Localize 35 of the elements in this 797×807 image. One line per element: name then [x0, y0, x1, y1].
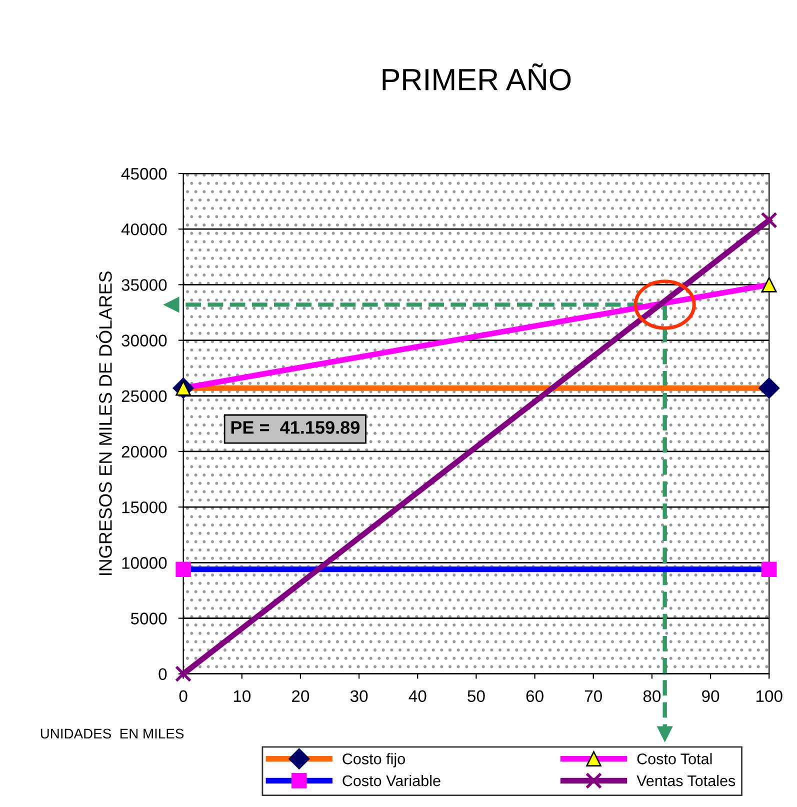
legend-label: Costo Variable: [342, 774, 440, 786]
y-tick-label: 15000: [122, 501, 167, 514]
x-tick-label: 90: [702, 690, 720, 702]
y-tick-label: 30000: [122, 334, 167, 346]
x-tick-label: 100: [756, 690, 782, 702]
point: [760, 212, 778, 229]
x-tick-label: 80: [643, 690, 661, 702]
x-tick-label: 0: [179, 690, 188, 702]
x-tick-label: 50: [468, 690, 485, 702]
point: [758, 378, 780, 399]
annotation: PE = 41.159.89: [231, 421, 360, 434]
point: [761, 562, 777, 577]
point: [761, 277, 777, 292]
x-tick-label: 10: [234, 690, 251, 702]
legend-label: Ventas Totales: [636, 774, 736, 786]
y-tick-label: 5000: [130, 612, 167, 624]
legend-label: Costo fijo: [342, 753, 405, 768]
x-tick-label: 20: [292, 690, 310, 702]
legend-label: Costo Total: [637, 753, 712, 764]
chart-title: PRIMER AÑO: [382, 63, 571, 90]
y-tick-label: 35000: [122, 279, 167, 291]
y-tick-label: 0: [158, 668, 167, 680]
x-tick-label: 70: [584, 690, 602, 702]
point: [174, 666, 192, 682]
x-tick-label: 40: [408, 690, 426, 702]
x-axis-title: UNIDADES EN MILES: [40, 728, 184, 739]
x-tick-label: 60: [526, 690, 544, 702]
y-tick-label: 45000: [121, 168, 167, 180]
y-tick-label: 25000: [122, 390, 167, 402]
point: [176, 562, 191, 577]
y-tick-label: 10000: [122, 557, 167, 569]
y-tick-label: 40000: [121, 224, 167, 236]
x-tick-label: 30: [350, 690, 368, 702]
y-axis-title: INGRESOS EN MILES DE DÓLARES: [96, 271, 112, 576]
y-tick-label: 20000: [122, 446, 167, 458]
